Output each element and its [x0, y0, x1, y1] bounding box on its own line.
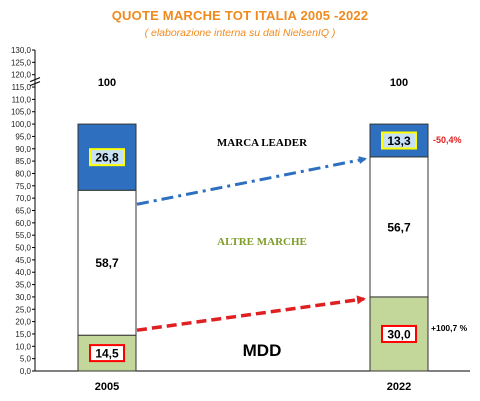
- y-tick-label: 0,0: [20, 367, 32, 376]
- value-label-box: [89, 148, 125, 167]
- x-tick-label-2005: 2005: [95, 381, 119, 393]
- annotation-marca-leader-change: -50,4%: [433, 135, 462, 145]
- trend-arrow-marca-leader: [136, 156, 367, 206]
- y-tick-label: 15,0: [15, 330, 31, 339]
- y-tick-label: 45,0: [15, 256, 31, 265]
- y-tick-label: 50,0: [15, 244, 31, 253]
- y-tick-label: 60,0: [15, 219, 31, 228]
- annotation-mdd-change: +100,7 %: [431, 323, 468, 333]
- value-label-box: [381, 131, 417, 150]
- data-label-marca-leader-2005: 26,8: [95, 151, 119, 165]
- y-tick-label: 120,0: [11, 71, 32, 80]
- value-label-box: [381, 324, 417, 343]
- axis-break-mark: [29, 77, 41, 83]
- value-label-box: [89, 344, 125, 363]
- chart-title: QUOTE MARCHE TOT ITALIA 2005 -2022: [111, 8, 369, 23]
- y-tick-label: 40,0: [15, 268, 31, 277]
- y-tick-label: 85,0: [15, 157, 31, 166]
- data-label-mdd-2022: 30,0: [387, 327, 411, 341]
- bar-segment-altre-marche-2022: [369, 156, 429, 298]
- data-label-marca-leader-2022: 13,3: [387, 134, 411, 148]
- data-label-altre-marche-2022: 56,7: [387, 220, 411, 234]
- data-label-mdd-2005: 14,5: [95, 347, 119, 361]
- y-tick-label: 75,0: [15, 182, 31, 191]
- trend-arrow-mdd: [136, 295, 366, 332]
- series-label-altre-marche: ALTRE MARCHE: [217, 236, 307, 248]
- y-tick-label: 25,0: [15, 305, 31, 314]
- axis-break-mark: [29, 81, 41, 87]
- y-tick-label: 130,0: [11, 46, 32, 55]
- y-tick-label: 65,0: [15, 207, 31, 216]
- y-tick-label: 115,0: [12, 83, 32, 92]
- total-label-2005: 100: [98, 77, 116, 89]
- y-tick-label: 90,0: [15, 145, 31, 154]
- y-tick-label: 55,0: [15, 231, 31, 240]
- y-tick-label: 30,0: [15, 293, 31, 302]
- series-label-mdd: MDD: [243, 341, 282, 360]
- y-tick-label: 70,0: [15, 194, 31, 203]
- data-label-altre-marche-2005: 58,7: [95, 256, 119, 270]
- x-tick-label-2022: 2022: [387, 381, 411, 393]
- y-tick-label: 100,0: [11, 120, 32, 129]
- y-tick-label: 95,0: [15, 132, 31, 141]
- y-tick-label: 20,0: [15, 318, 31, 327]
- y-tick-label: 125,0: [11, 58, 32, 67]
- y-tick-label: 5,0: [20, 355, 32, 364]
- bar-segment-altre-marche-2005: [77, 189, 137, 336]
- y-tick-label: 110,0: [12, 95, 32, 104]
- chart-subtitle: ( elaborazione interna su dati NielsenIQ…: [144, 27, 336, 39]
- y-tick-label: 80,0: [15, 169, 31, 178]
- bar-segment-mdd-2022: [369, 296, 429, 372]
- y-tick-label: 10,0: [15, 342, 31, 351]
- series-label-marca-leader: MARCA LEADER: [217, 137, 308, 149]
- y-tick-label: 35,0: [15, 281, 31, 290]
- y-tick-label: 105,0: [11, 108, 32, 117]
- total-label-2022: 100: [390, 77, 408, 89]
